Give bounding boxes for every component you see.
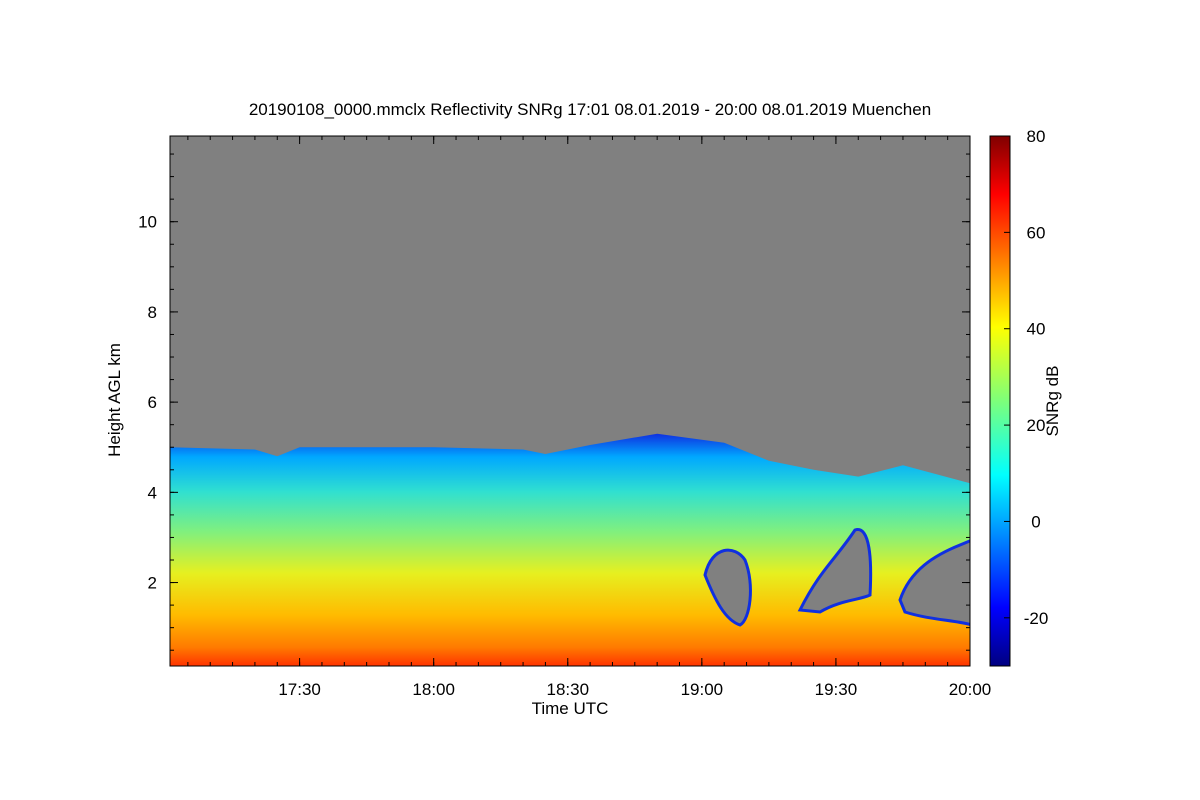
colorbar-label: SNRg dB (1043, 366, 1062, 437)
x-tick-label: 18:30 (546, 680, 589, 699)
colorbar-tick-label: -20 (1024, 609, 1049, 628)
colorbar-tick-label: 20 (1027, 416, 1046, 435)
colorbar-tick-label: 40 (1027, 320, 1046, 339)
signal-gap (898, 539, 970, 627)
y-tick-label: 10 (138, 213, 157, 232)
y-axis-label: Height AGL km (105, 343, 124, 457)
x-tick-label: 17:30 (278, 680, 321, 699)
chart-title: 20190108_0000.mmclx Reflectivity SNRg 17… (249, 100, 931, 119)
colorbar-tick-label: 80 (1027, 127, 1046, 146)
x-tick-label: 19:00 (681, 680, 724, 699)
plot-frame (169, 135, 971, 667)
cloud-reflectivity-area (170, 433, 970, 666)
colorbar-tick-label: 0 (1031, 512, 1040, 531)
y-tick-label: 6 (148, 393, 157, 412)
x-tick-label: 20:00 (949, 680, 992, 699)
signal-gap (797, 528, 873, 614)
y-tick-label: 4 (148, 483, 157, 502)
x-axis-label: Time UTC (532, 699, 609, 718)
y-tick-label: 8 (148, 303, 157, 322)
colorbar-tick-label: 60 (1027, 223, 1046, 242)
y-tick-label: 2 (148, 574, 157, 593)
signal-gap (703, 548, 752, 627)
x-tick-label: 19:30 (815, 680, 858, 699)
x-tick-label: 18:00 (412, 680, 455, 699)
colorbar (989, 135, 1011, 667)
